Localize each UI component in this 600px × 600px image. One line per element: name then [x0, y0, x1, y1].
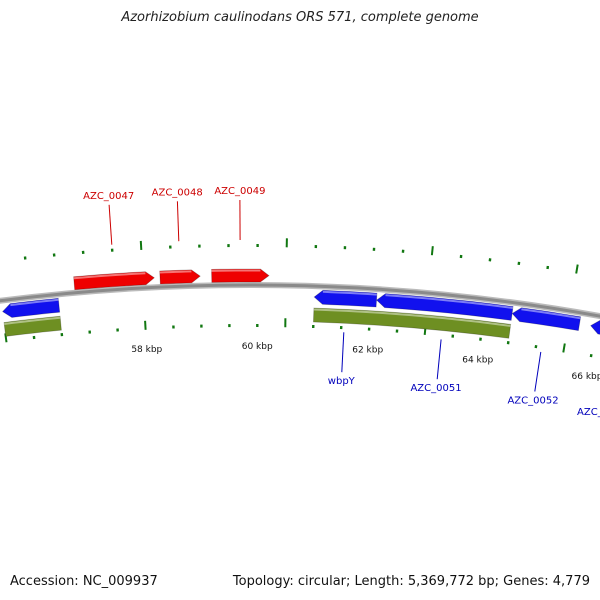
gene-arrow-azc_0052: [511, 307, 582, 332]
accession-text: Accession: NC_009937: [10, 574, 158, 589]
cds-block-1: [312, 307, 512, 339]
gene-arrow-azc_0051-highlight: [385, 294, 514, 309]
gene-track: [1, 268, 600, 335]
inner-tick: [144, 320, 147, 330]
gene-label: AZC_0047: [83, 191, 134, 202]
gene-arrow-azc_0049: [211, 268, 270, 283]
gene-label-line: [436, 339, 442, 380]
gene-arrow-azc_0047-highlight: [73, 272, 146, 280]
gene-arrow-azc_0052-highlight: [521, 308, 581, 320]
outer-tick-ring: [23, 238, 579, 274]
map-title: Azorhizobium caulinodans ORS 571, comple…: [121, 10, 479, 25]
backbone-line: [0, 283, 600, 318]
genome-backbone: [0, 282, 600, 320]
cds-block-1-highlight: [313, 308, 511, 327]
gene-label: AZC_0049: [214, 186, 265, 197]
gene-label-line: [108, 204, 113, 245]
gene-label: AZC_0048: [152, 187, 203, 198]
cds-track: [3, 307, 512, 339]
gene-arrow-azc_0047: [73, 271, 155, 291]
cds-block-0: [3, 315, 62, 337]
gene-arrow-azc_0048-highlight: [159, 270, 192, 274]
kbp-label: 62 kbp: [352, 346, 383, 356]
gene-arrow-wbpy: [313, 289, 378, 308]
gene-label: AZC_0052: [507, 395, 558, 406]
inner-tick: [589, 353, 593, 358]
kbp-scale-labels: 58 kbp 60 kbp 62 kbp 64 kbp 66 kbp: [131, 342, 600, 382]
gene-label: wbpY: [328, 376, 356, 387]
inner-tick: [534, 344, 538, 349]
kbp-label: 64 kbp: [462, 356, 493, 366]
kbp-label: 60 kbp: [242, 342, 273, 352]
inner-tick-ring: [4, 318, 593, 358]
gene-arrow-unnamed-0-highlight: [10, 298, 59, 307]
kbp-label: 58 kbp: [131, 345, 162, 355]
inner-tick: [4, 333, 8, 343]
inner-tick: [562, 343, 566, 353]
gene-label-line: [341, 332, 345, 373]
outer-tick: [575, 264, 579, 274]
outer-tick: [430, 246, 434, 256]
gene-label-line: [534, 351, 542, 392]
outer-tick: [139, 240, 143, 250]
genome-stats-text: Topology: circular; Length: 5,369,772 bp…: [232, 574, 590, 589]
gene-arrow-wbpy-highlight: [322, 290, 377, 296]
gene-label-line: [176, 201, 180, 242]
cds-block-0-highlight: [4, 316, 61, 325]
gene-arrow-azc_0048: [159, 269, 201, 285]
gene-arrow-azc_0051: [375, 293, 514, 321]
gene-arrow-unnamed-0: [1, 297, 61, 318]
gene-labels: AZC_0047 AZC_0048 AZC_0049 wbpY AZC_0051 AZC_…: [83, 186, 600, 418]
kbp-label: 66 kbp: [572, 372, 600, 382]
gene-arrow-azc_0053: [590, 319, 600, 335]
gene-label: AZC_0051: [410, 383, 461, 394]
gene-label: AZC_0053: [577, 407, 600, 418]
